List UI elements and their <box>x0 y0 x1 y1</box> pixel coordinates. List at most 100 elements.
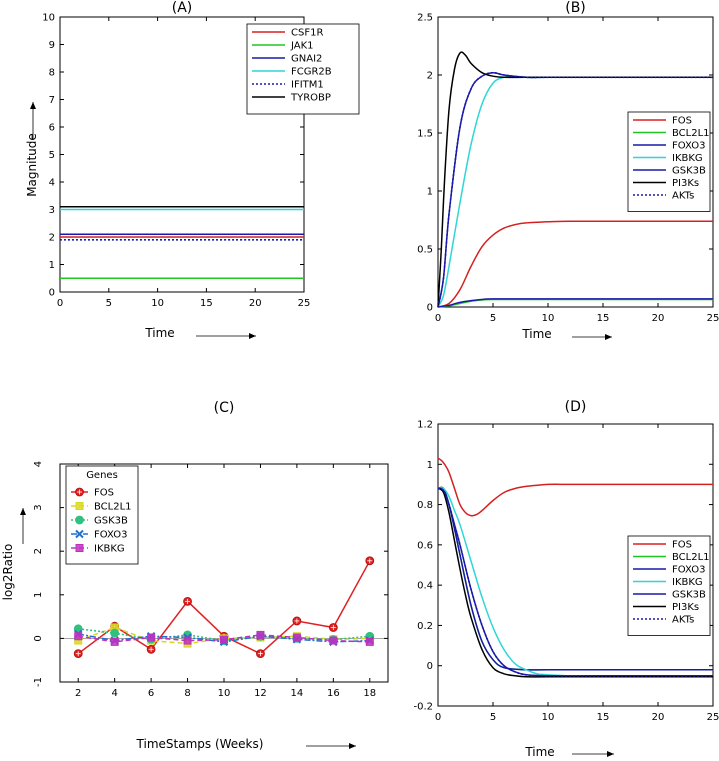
panel-d-ytick-label: 1 <box>427 460 433 471</box>
panel-d-legend-label-gsk3b: GSK3B <box>672 590 706 601</box>
panel-c-ytick-label: 4 <box>33 461 44 467</box>
panel-d-series-pi3ks-line <box>437 487 713 678</box>
panel-b-xlabel-arrow-head <box>605 334 612 340</box>
panel-c-series-gsk3b-point <box>110 628 120 638</box>
panel-c-series-ikbkg-point <box>256 630 265 639</box>
panel-c-legend-marker-gsk3b <box>75 515 84 525</box>
panel-d-ytick-label: 0.6 <box>417 540 433 551</box>
panel-c-ylabel-arrow-head <box>20 508 26 515</box>
panel-c-ytick-label: 2 <box>33 548 44 554</box>
panel-d: (D)0 5 10 15 20 25-0.200.20.40.60.811.2TimeFO… <box>413 399 719 759</box>
panel-d-ytick-label: 0.2 <box>417 621 433 632</box>
panel-b-ytick-label: 0.5 <box>417 245 433 256</box>
panel-d-xtick-label: 25 <box>707 712 719 723</box>
panel-a-ytick-label: 6 <box>49 123 55 134</box>
panel-b-legend-label-bcl2l1: BCL2L1 <box>672 128 710 139</box>
panel-c-ytick-label: -1 <box>33 677 44 687</box>
panel-d-legend-label-foxo3: FOXO3 <box>672 565 705 576</box>
panel-c-xtick-label: 2 <box>75 688 81 699</box>
panel-b-xtick-label: 5 <box>490 313 496 324</box>
panel-d-title: (D) <box>565 399 587 415</box>
panel-c-ytick-label: 0 <box>33 635 44 641</box>
panel-a-legend-label-gnai2: GNAI2 <box>291 54 322 65</box>
panel-c-xtick-label: 18 <box>363 688 376 699</box>
panel-b-ytick-label: 2 <box>427 71 433 82</box>
panel-b-ytick-label: 1 <box>427 187 433 198</box>
panel-b-ytick-label: 2.5 <box>417 13 433 24</box>
panel-a: (A) 0 5 10 15 20 25 0 1 2 3 4 5 6 7 8 9 10 Time Magnitude CS… <box>25 0 360 340</box>
panel-a-xtick-label: 10 <box>151 298 164 309</box>
panel-b-legend-label-akts: AKTs <box>672 191 694 202</box>
panel-a-title: (A) <box>172 0 193 16</box>
panel-c-xtick-label: 16 <box>327 688 340 699</box>
panel-c-xtick-label: 12 <box>254 688 267 699</box>
panel-c-series-ikbkg-point <box>74 632 83 641</box>
panel-a-legend-label-fcgr2b: FCGR2B <box>291 67 332 78</box>
panel-c-series-ikbkg-point <box>110 637 119 646</box>
panel-c-legend-label-fos: FOS <box>94 488 114 499</box>
panel-a-xtick-label: 25 <box>298 298 311 309</box>
panel-c-legend-marker-ikbkg <box>75 544 84 552</box>
panel-d-ytick-label: 0.8 <box>417 500 433 511</box>
panel-d-legend-label-pi3ks: PI3Ks <box>672 602 699 613</box>
panel-d-ytick-label: 0 <box>427 661 433 672</box>
panel-c-legend-marker-bcl2l1 <box>75 502 84 510</box>
panel-c-legend: Genes FOS BCL2L1 GSK3B FOXO3 IKBKG <box>65 465 139 565</box>
panel-b-xtick-label: 15 <box>597 313 610 324</box>
panel-a-ytick-label: 5 <box>49 150 55 161</box>
panel-c-ylabel: log2Ratio <box>1 544 15 601</box>
panel-b: (B)0 5 10 15 20 2500.511.522.5TimeFOSBCL2L1FO… <box>417 0 719 341</box>
panel-d-xtick-label: 15 <box>597 712 610 723</box>
panel-b-legend-label-fos: FOS <box>672 116 692 127</box>
panel-b-xtick-label: 10 <box>542 313 555 324</box>
panel-a-legend-label-tyrobp: TYROBP <box>290 93 331 104</box>
panel-b-series-fos-line <box>437 220 713 308</box>
panel-d-xtick-label: 20 <box>652 712 665 723</box>
panel-c-series-ikbkg-point <box>147 633 156 642</box>
panel-d-legend-label-akts: AKTs <box>672 615 694 626</box>
panel-b-xtick-label: 25 <box>707 313 719 324</box>
panel-c-legend-title: Genes <box>86 470 118 481</box>
panel-c-legend-label-ikbkg: IKBKG <box>94 544 125 555</box>
panel-a-ytick-label: 7 <box>49 95 55 106</box>
panel-d-ytick-label: -0.2 <box>413 702 433 713</box>
panel-a-ytick-label: 1 <box>49 260 55 271</box>
panel-c-series-ikbkg-point <box>292 633 301 642</box>
panel-a-legend-box <box>246 23 360 115</box>
panel-d-legend-label-fos: FOS <box>672 540 692 551</box>
panel-c-ytick-label: 3 <box>33 504 44 510</box>
panel-a-legend: CSF1R JAK1 GNAI2 FCGR2B IFITM1 TYROBP <box>246 23 360 115</box>
panel-a-legend-label-csf1r: CSF1R <box>291 28 323 39</box>
panel-a-legend-label-ifitm1: IFITM1 <box>291 80 324 91</box>
panel-c-xtick-label: 6 <box>148 688 154 699</box>
panel-a-ytick-label: 4 <box>49 178 55 189</box>
panel-b-xtick-label: 0 <box>435 313 441 324</box>
panel-c-ytick-label: 1 <box>33 592 44 598</box>
panel-a-legend-label-jak1: JAK1 <box>290 41 314 52</box>
panel-d-series-fos-line <box>437 457 714 517</box>
panel-a-xtick-label: 20 <box>249 298 262 309</box>
panel-c-xtick-label: 8 <box>184 688 190 699</box>
panel-a-ytick-label: 2 <box>49 233 55 244</box>
panel-c-xtick-label: 10 <box>218 688 231 699</box>
panel-c-series-ikbkg-point <box>329 636 338 645</box>
panel-b-series-akts-line <box>437 71 713 308</box>
panel-d-ytick-label: 0.4 <box>417 581 433 592</box>
panel-c-legend-marker-foxo3 <box>75 529 84 539</box>
panel-b-xtick-label: 20 <box>652 313 665 324</box>
panel-c-xtick-label: 14 <box>291 688 304 699</box>
panel-b-xlabel: Time <box>521 327 551 341</box>
panel-b-series-bcl2l1-line <box>437 298 713 308</box>
panel-b-axes-frame <box>437 16 714 308</box>
panel-c-xtick-label: 4 <box>111 688 117 699</box>
panel-a-xtick-label: 5 <box>106 298 112 309</box>
panel-c-xlabel: TimeStamps (Weeks) <box>136 737 264 751</box>
panel-c-legend-label-bcl2l1: BCL2L1 <box>94 502 132 513</box>
panel-b-ytick-label: 1.5 <box>417 129 433 140</box>
panel-b-legend-label-gsk3b: GSK3B <box>672 166 706 177</box>
panel-b-series-foxo3-line <box>437 298 713 308</box>
